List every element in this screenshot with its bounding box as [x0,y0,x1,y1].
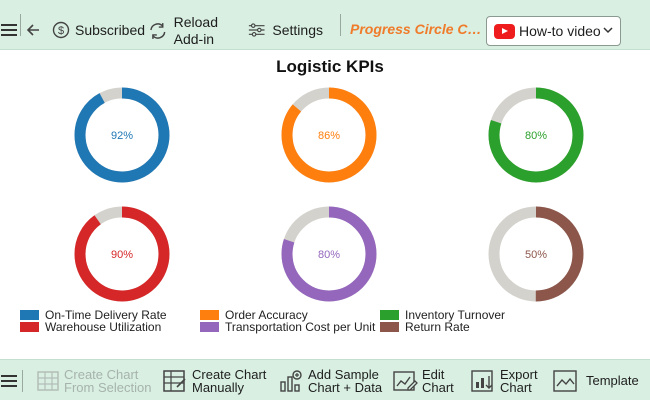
progress-circle: 50% [488,206,584,302]
reload-label-line1: Reload [173,14,218,30]
hamburger-menu-icon[interactable] [0,372,18,390]
bottom-toolbar: Create Chart From Selection Create Chart… [0,359,650,400]
legend-swatch [20,321,39,332]
how-to-video-label: How-to video [519,23,601,39]
progress-circle-value-label: 50% [525,249,547,261]
edit-chart-line2: Chart [422,379,454,395]
legend-swatch [20,309,39,320]
create-from-selection-line2: From Selection [64,379,152,395]
sliders-icon [248,23,265,37]
chevron-down-icon [603,27,613,34]
legend-label: On-Time Delivery Rate [45,307,167,322]
settings-label: Settings [272,21,323,38]
legend-swatch [380,309,399,320]
progress-circle: 92% [74,87,170,183]
progress-circle-arc [74,87,170,183]
settings-button[interactable]: Settings [248,20,323,40]
export-chart-icon [471,369,493,392]
legend-swatch [380,321,399,332]
export-chart-line1: Export [500,366,538,382]
progress-circle-value-label: 90% [111,249,133,261]
edit-chart-button[interactable]: Edit Chart [392,360,454,401]
legend-label: Order Accuracy [225,307,308,322]
legend-item-warehouse-utilization: Warehouse Utilization [20,319,162,334]
legend-label: Return Rate [405,319,470,334]
table-grid-icon [37,370,59,391]
create-manually-line2: Manually [192,379,245,395]
progress-circle-chart: 92% 86% 80% 90% 80% 50% [74,87,584,302]
svg-text:$: $ [58,25,64,37]
subscribed-button[interactable]: $ Subscribed [52,20,160,40]
legend-item-return-rate: Return Rate [380,319,470,334]
create-from-selection-line1: Create Chart [64,366,139,382]
toolbar-divider [22,370,23,392]
progress-circle-arc [488,87,584,183]
progress-circle-value-label: 80% [318,249,340,261]
add-sample-line2: Chart + Data [308,379,383,395]
progress-circle: 80% [488,87,584,183]
template-button[interactable]: Template [552,360,639,401]
how-to-video-dropdown[interactable]: How-to video [486,16,621,46]
progress-circle-value-label: 80% [525,130,547,142]
reload-label-line2: Add-in [173,31,215,47]
legend-label: Warehouse Utilization [45,319,162,334]
add-in-brand-label: Progress Circle Ch... [350,21,482,37]
reload-addin-button[interactable]: Reload Add-in [148,14,218,48]
toolbar-divider [340,14,341,36]
legend-item-order-accuracy: Order Accuracy [200,307,308,322]
create-chart-manually-button[interactable]: Create Chart Manually [162,360,266,401]
toolbar-divider [20,14,21,36]
back-arrow-icon[interactable] [24,20,42,40]
progress-circle: 80% [281,206,377,302]
edit-chart-line1: Edit [422,366,445,382]
template-icon [553,369,577,392]
progress-circle-value-label: 92% [111,130,133,142]
legend-label: Transportation Cost per Unit [225,319,376,334]
chart-legend: On-Time Delivery Rate Order Accuracy Inv… [20,308,640,334]
template-label: Template [586,373,639,388]
legend-label: Inventory Turnover [405,307,506,322]
youtube-icon [494,24,515,39]
reload-icon [150,23,166,39]
hamburger-menu-icon[interactable] [0,20,18,40]
legend-item-transportation-cost: Transportation Cost per Unit [200,319,376,334]
dollar-icon: $ [52,21,70,39]
subscribed-label: Subscribed [75,21,146,38]
add-sample-line1: Add Sample [308,366,379,382]
edit-chart-icon [393,370,418,391]
create-chart-from-selection-button[interactable]: Create Chart From Selection [36,360,151,401]
legend-item-on-time-delivery: On-Time Delivery Rate [20,307,167,322]
progress-circle-arc [281,87,377,183]
add-sample-chart-button[interactable]: Add Sample Chart + Data [278,360,382,401]
create-manually-line1: Create Chart [192,366,267,382]
progress-circle-arc [281,206,377,302]
progress-circle: 86% [281,87,377,183]
legend-item-inventory-turnover: Inventory Turnover [380,307,506,322]
progress-circle-arc [488,206,584,302]
progress-circle: 90% [74,206,170,302]
export-chart-line2: Chart [500,379,532,395]
progress-circle-value-label: 86% [318,130,340,142]
legend-swatch [200,321,219,332]
export-chart-button[interactable]: Export Chart [470,360,538,401]
progress-circle-arc [74,206,170,302]
legend-swatch [200,309,219,320]
data-table-icon [163,369,186,392]
top-toolbar: $ Subscribed Reload Add-in Settings Prog… [0,0,650,50]
sample-chart-icon [280,369,302,392]
chart-title: Logistic KPIs [276,57,384,76]
